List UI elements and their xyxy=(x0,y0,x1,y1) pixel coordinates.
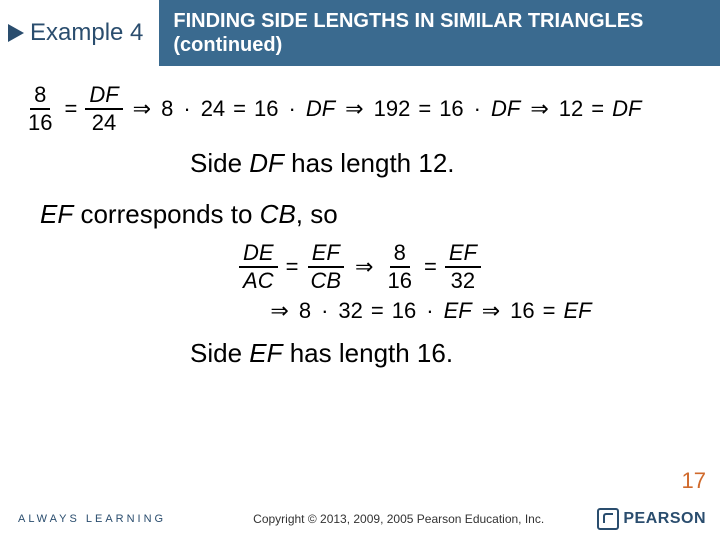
equation-line-2: DE AC = EF CB ⇒ 8 16 = EF 32 xyxy=(20,242,700,292)
equation-line-1: 8 16 = DF 24 ⇒ 8 · 24 = 16 · DF ⇒ 192 = … xyxy=(24,84,700,134)
slide-footer: ALWAYS LEARNING Copyright © 2013, 2009, … xyxy=(0,498,720,540)
slide-title: FINDING SIDE LENGTHS IN SIMILAR TRIANGLE… xyxy=(159,0,720,66)
pearson-brand: PEARSON xyxy=(597,508,720,530)
fraction: DE AC xyxy=(239,242,278,292)
result-sentence-1: Side DF has length 12. xyxy=(190,148,700,179)
fraction: 8 16 xyxy=(24,84,56,134)
implies-icon: ⇒ xyxy=(353,254,375,280)
implies-icon: ⇒ xyxy=(131,96,153,122)
corresponds-sentence: EF corresponds to CB, so xyxy=(40,199,700,230)
slide-header: Example 4 FINDING SIDE LENGTHS IN SIMILA… xyxy=(0,0,720,66)
example-label-box: Example 4 xyxy=(0,0,159,66)
fraction: 8 16 xyxy=(383,242,415,292)
pearson-wordmark: PEARSON xyxy=(623,510,706,528)
pearson-logo-icon xyxy=(597,508,619,530)
implies-icon: ⇒ xyxy=(268,298,290,324)
example-label: Example 4 xyxy=(30,19,143,47)
equation-line-3: ⇒ 8 · 32 = 16 · EF ⇒ 16 = EF xyxy=(20,298,700,324)
slide: Example 4 FINDING SIDE LENGTHS IN SIMILA… xyxy=(0,0,720,540)
fraction: DF 24 xyxy=(85,84,122,134)
implies-icon: ⇒ xyxy=(528,96,550,122)
page-number: 17 xyxy=(682,468,706,494)
copyright-text: Copyright © 2013, 2009, 2005 Pearson Edu… xyxy=(200,512,597,526)
implies-icon: ⇒ xyxy=(480,298,502,324)
fraction: EF 32 xyxy=(445,242,481,292)
always-learning-label: ALWAYS LEARNING xyxy=(0,513,200,525)
play-triangle-icon xyxy=(8,24,24,42)
result-sentence-2: Side EF has length 16. xyxy=(190,338,700,369)
slide-content: 8 16 = DF 24 ⇒ 8 · 24 = 16 · DF ⇒ 192 = … xyxy=(0,84,720,369)
implies-icon: ⇒ xyxy=(343,96,365,122)
fraction: EF CB xyxy=(306,242,345,292)
